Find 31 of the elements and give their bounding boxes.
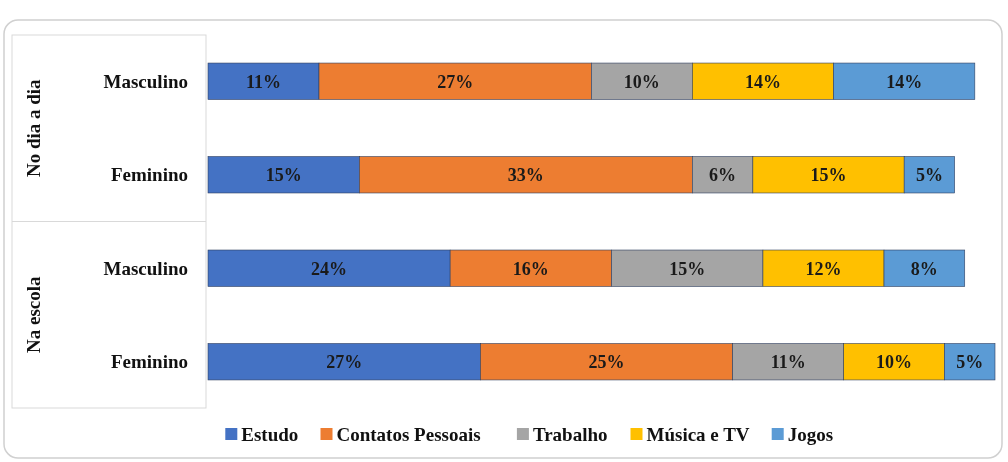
legend-label: Contatos Pessoais xyxy=(336,423,481,445)
data-label: 8% xyxy=(910,258,938,279)
data-label: 16% xyxy=(512,258,549,279)
data-label: 14% xyxy=(744,71,781,92)
y-tick-label: Masculino xyxy=(103,257,188,279)
legend-label: Música e TV xyxy=(646,423,750,445)
text: Na escola xyxy=(23,276,44,354)
data-label: 24% xyxy=(311,258,348,279)
data-label: 11% xyxy=(245,71,281,92)
legend-label: Trabalho xyxy=(532,423,608,445)
data-label: 12% xyxy=(805,258,842,279)
data-label: 10% xyxy=(623,71,660,92)
data-label: 14% xyxy=(886,71,923,92)
data-label: 6% xyxy=(709,165,737,186)
data-label: 15% xyxy=(669,258,706,279)
data-label: 15% xyxy=(810,165,847,186)
data-label: 27% xyxy=(326,352,363,373)
data-label: 5% xyxy=(956,352,984,373)
legend-label: Estudo xyxy=(241,423,299,445)
data-label: 25% xyxy=(588,352,625,373)
data-label: 11% xyxy=(770,352,806,373)
data-label: 27% xyxy=(437,71,474,92)
y-tick-label: Feminino xyxy=(110,164,188,186)
data-label: 10% xyxy=(876,352,913,373)
y-tick-label: Masculino xyxy=(103,70,188,92)
data-label: 5% xyxy=(915,165,943,186)
data-label: 15% xyxy=(265,165,302,186)
data-label: 33% xyxy=(507,165,544,186)
text: No dia a dia xyxy=(23,78,44,178)
legend-label: Jogos xyxy=(787,423,834,445)
y-tick-label: Feminino xyxy=(110,351,188,373)
